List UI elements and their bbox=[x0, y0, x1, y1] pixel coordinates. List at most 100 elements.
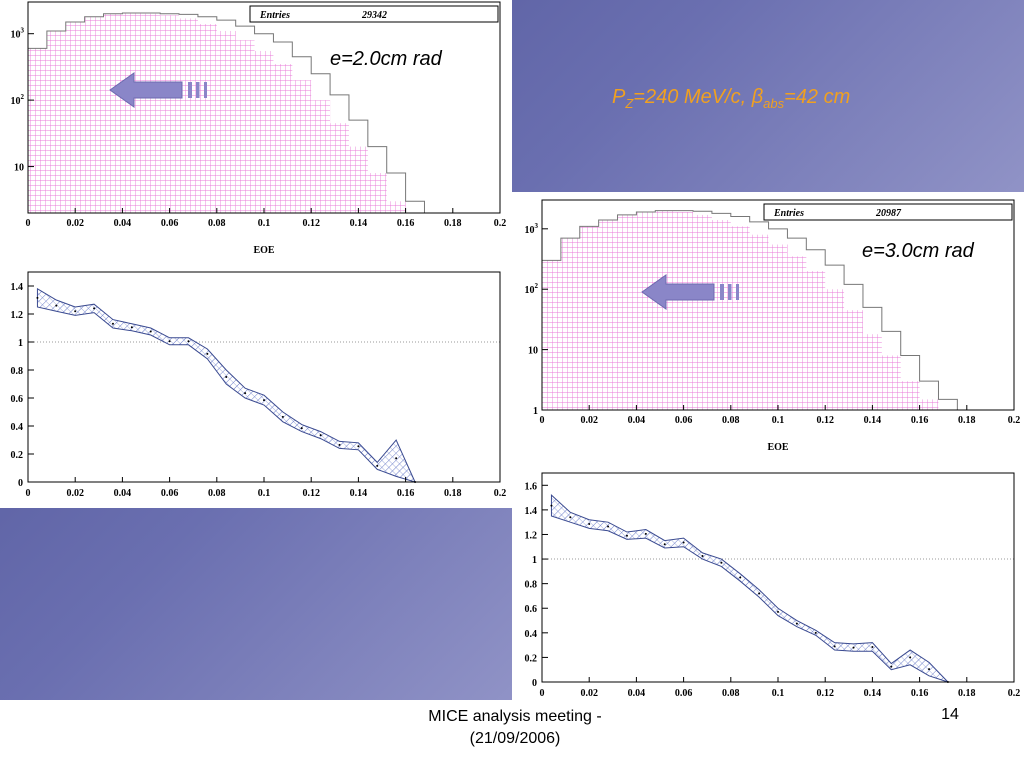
x-axis-label: EOE bbox=[253, 245, 274, 256]
histogram-bar bbox=[730, 226, 750, 410]
ratio-point bbox=[225, 376, 228, 378]
histogram-3cm: 0 0.02 0.04 0.06 0.08 0.1 0.12 0.14 0.16 0.18 0.2 1… bbox=[525, 199, 1021, 453]
histogram-bar bbox=[617, 214, 637, 410]
beta-value: =42 cm bbox=[784, 86, 851, 108]
ratio-point bbox=[871, 645, 874, 648]
x-tick-label: 0.08 bbox=[208, 218, 226, 229]
entries-label: Entries bbox=[773, 208, 804, 219]
arrow-stripe bbox=[188, 82, 192, 98]
x-tick-label: 0.06 bbox=[161, 218, 179, 229]
y-tick-label: 1.2 bbox=[11, 310, 24, 321]
histogram-bar bbox=[84, 16, 104, 214]
ratio-point bbox=[168, 340, 171, 343]
x-tick-label: 0.18 bbox=[444, 488, 462, 499]
arrow-stripe bbox=[728, 284, 732, 300]
ratio-point bbox=[111, 322, 114, 325]
histogram-outline bbox=[541, 210, 1014, 411]
histogram-bar bbox=[292, 80, 312, 213]
histogram-bar bbox=[881, 355, 901, 410]
ratio-point bbox=[281, 415, 284, 418]
pz-symbol: P bbox=[612, 86, 626, 108]
ratio-point bbox=[187, 340, 190, 343]
x-tick-label: 0 bbox=[26, 488, 31, 499]
x-tick-label: 0.14 bbox=[350, 218, 368, 229]
ratio-point bbox=[852, 646, 855, 649]
x-tick-label: 0.16 bbox=[911, 688, 929, 699]
x-tick-label: 0.12 bbox=[302, 218, 320, 229]
y-tick-label: 102 bbox=[525, 282, 539, 296]
x-tick-label: 0.1 bbox=[772, 688, 785, 699]
y-tick-label: 0.4 bbox=[525, 629, 538, 640]
x-tick-label: 0.02 bbox=[66, 218, 84, 229]
histogram-bar bbox=[844, 310, 863, 410]
footer-title-line1: MICE analysis meeting - bbox=[428, 708, 602, 725]
ratio-point bbox=[338, 443, 341, 446]
pz-value: =240 MeV/c, bbox=[633, 86, 752, 108]
x-tick-label: 0.06 bbox=[161, 488, 179, 499]
shift-arrow-icon bbox=[641, 274, 739, 310]
x-tick-label: 0 bbox=[540, 688, 545, 699]
x-tick-label: 0.2 bbox=[494, 218, 507, 229]
y-tick-label: 0.2 bbox=[525, 653, 538, 664]
ratio-point bbox=[682, 541, 685, 544]
beta-symbol: β bbox=[751, 86, 764, 108]
ratio-point bbox=[928, 668, 931, 671]
x-tick-label: 0.14 bbox=[864, 415, 882, 426]
page-number: 14 bbox=[941, 706, 959, 723]
x-tick-label: 0.2 bbox=[1008, 415, 1021, 426]
y-tick-label: 0.2 bbox=[11, 450, 24, 461]
annotation-2cm: e=2.0cm rad bbox=[330, 48, 442, 70]
y-tick-label: 1.4 bbox=[11, 282, 24, 293]
ratio-point bbox=[36, 296, 39, 299]
ratio-point bbox=[550, 504, 553, 507]
footer-bar bbox=[0, 700, 1024, 768]
x-tick-label: 0.12 bbox=[816, 688, 834, 699]
y-tick-exponent: 3 bbox=[535, 222, 539, 230]
histogram-bar bbox=[311, 100, 331, 213]
x-tick-label: 0.18 bbox=[444, 218, 462, 229]
y-tick-label: 0 bbox=[18, 478, 23, 489]
x-tick-label: 0.02 bbox=[580, 688, 598, 699]
ratio-point bbox=[795, 622, 798, 625]
pz-subscript: Z bbox=[625, 96, 634, 111]
y-tick-label: 10 bbox=[14, 163, 24, 174]
y-tick-label: 103 bbox=[11, 27, 25, 41]
ratio-point bbox=[588, 523, 591, 526]
x-tick-label: 0.16 bbox=[397, 218, 415, 229]
histogram-bar bbox=[711, 219, 731, 410]
y-tick-label: 1.2 bbox=[525, 530, 538, 541]
entries-label: Entries bbox=[259, 10, 290, 21]
histogram-bar bbox=[636, 211, 656, 410]
x-tick-label: 0.12 bbox=[816, 415, 834, 426]
ratio-point bbox=[300, 427, 303, 430]
histogram-bar bbox=[122, 12, 142, 214]
y-tick-label: 0 bbox=[532, 678, 537, 689]
histogram-bar bbox=[254, 50, 274, 214]
x-tick-label: 0 bbox=[540, 415, 545, 426]
x-tick-label: 0.16 bbox=[397, 488, 415, 499]
histogram-bar bbox=[579, 226, 599, 410]
arrow-body bbox=[641, 274, 715, 310]
ratio-point bbox=[833, 645, 836, 648]
histogram-bar bbox=[235, 40, 255, 213]
y-tick-label: 1 bbox=[533, 406, 538, 417]
histogram-bar bbox=[46, 30, 66, 214]
entries-box bbox=[249, 5, 499, 23]
ratio-band bbox=[550, 493, 949, 683]
x-tick-label: 0.12 bbox=[302, 488, 320, 499]
x-tick-label: 0.16 bbox=[911, 415, 929, 426]
ratio-point bbox=[625, 534, 628, 537]
histogram-bar bbox=[141, 13, 161, 213]
ratio-point bbox=[909, 656, 912, 659]
y-tick-exponent: 2 bbox=[21, 93, 25, 101]
histogram-bar bbox=[560, 238, 580, 410]
histogram-bar bbox=[674, 211, 694, 410]
ratio-point bbox=[149, 330, 152, 333]
ratio-point bbox=[569, 516, 572, 519]
ratio-plot-2cm: 0 0.02 0.04 0.06 0.08 0.1 0.12 0.14 0.16 0.18 0.2 0… bbox=[11, 271, 506, 499]
histogram-bar bbox=[693, 214, 712, 410]
top-left-panel: 0 0.02 0.04 0.06 0.08 0.1 0.12 0.14 0.16 0.18 0.2 1… bbox=[0, 0, 512, 508]
histogram-2cm: 0 0.02 0.04 0.06 0.08 0.1 0.12 0.14 0.16 0.18 0.2 1… bbox=[11, 1, 507, 256]
ratio-point bbox=[357, 445, 360, 448]
y-tick-exponent: 2 bbox=[535, 282, 539, 290]
